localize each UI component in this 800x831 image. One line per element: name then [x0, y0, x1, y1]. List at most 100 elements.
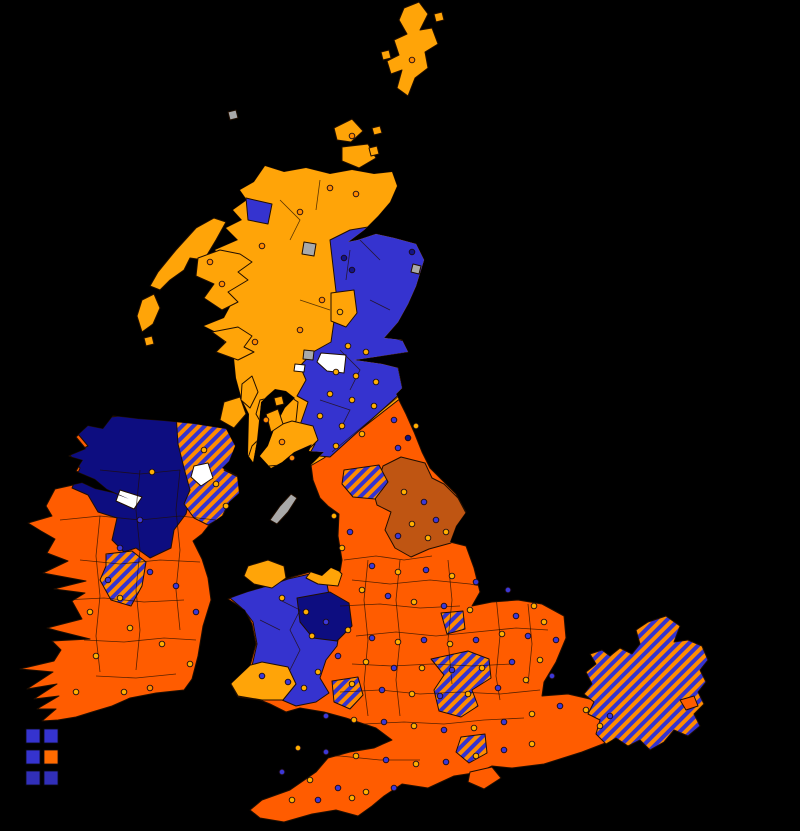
survey-dot	[432, 516, 440, 524]
survey-dot	[296, 326, 304, 334]
region-northants-hatched	[430, 650, 492, 718]
survey-dot	[358, 430, 366, 438]
legend-swatch-r2-c2	[43, 749, 59, 765]
survey-dot	[322, 712, 330, 720]
survey-dot	[504, 586, 512, 594]
island-lewis-harris	[149, 217, 227, 291]
survey-dot	[420, 636, 428, 644]
survey-dot	[472, 578, 480, 586]
survey-dot	[348, 396, 356, 404]
survey-dot	[466, 606, 474, 614]
county-border-lines	[259, 391, 405, 671]
survey-dot	[394, 444, 402, 452]
survey-dot	[362, 788, 370, 796]
survey-dot	[302, 608, 310, 616]
island-mull	[211, 326, 255, 361]
survey-dot	[382, 756, 390, 764]
region-aberdeen-grey	[410, 263, 422, 275]
island-islay	[219, 396, 247, 429]
survey-dot	[126, 624, 134, 632]
survey-dot	[288, 796, 296, 804]
survey-dot	[344, 626, 352, 634]
island-shetland-west	[380, 49, 392, 61]
survey-dot	[498, 630, 506, 638]
lake-lough-neagh	[190, 462, 214, 487]
survey-dot	[424, 534, 432, 542]
survey-dot	[326, 390, 334, 398]
survey-dot	[362, 658, 370, 666]
survey-dot	[400, 488, 408, 496]
region-monmouth-hatched	[331, 676, 364, 710]
inset-london-orange	[679, 695, 699, 711]
survey-dot	[368, 634, 376, 642]
survey-dot	[326, 184, 334, 192]
survey-dot	[348, 680, 356, 688]
survey-dot	[318, 296, 326, 304]
survey-dot	[148, 468, 156, 476]
survey-dot	[442, 758, 450, 766]
region-inverness-grey	[301, 241, 317, 257]
survey-dot	[394, 568, 402, 576]
survey-dot	[340, 254, 348, 262]
island-bute	[273, 395, 285, 407]
island-isle-of-wight	[467, 766, 502, 790]
region-cavan-hatched	[99, 550, 147, 607]
survey-dot	[536, 656, 544, 664]
legend-swatch-r1-c2	[43, 728, 59, 744]
survey-dot	[306, 776, 314, 784]
map-legend	[25, 728, 59, 786]
survey-dot	[418, 664, 426, 672]
island-anglesey	[243, 559, 287, 589]
island-arran	[265, 408, 284, 433]
survey-dot	[464, 690, 472, 698]
survey-dot	[348, 266, 356, 274]
island-isle-of-man	[269, 493, 298, 525]
survey-dot	[294, 744, 302, 752]
region-angus-amber	[330, 289, 358, 328]
survey-dot	[172, 582, 180, 590]
survey-dot	[258, 242, 266, 250]
legend-swatch-r3-c1	[25, 770, 41, 786]
survey-dot	[420, 498, 428, 506]
survey-dot	[322, 618, 330, 626]
survey-dot	[422, 566, 430, 574]
survey-dot	[186, 660, 194, 668]
survey-dot	[348, 132, 356, 140]
survey-dot	[296, 208, 304, 216]
survey-dot	[344, 342, 352, 350]
survey-dot	[158, 640, 166, 648]
region-rutland-hatched	[440, 610, 466, 635]
survey-dot	[338, 544, 346, 552]
survey-dot	[390, 664, 398, 672]
survey-dot	[446, 640, 454, 648]
survey-dot	[348, 794, 356, 802]
survey-dot	[251, 338, 259, 346]
survey-dot	[394, 638, 402, 646]
survey-dot	[470, 724, 478, 732]
survey-dot	[412, 422, 420, 430]
survey-dot	[116, 594, 124, 602]
survey-dot	[512, 612, 520, 620]
survey-dot	[136, 516, 144, 524]
survey-dot	[218, 280, 226, 288]
legend-swatch-r3-c2	[43, 770, 59, 786]
region-nw-sutherland-blue	[245, 197, 273, 225]
survey-dot	[352, 372, 360, 380]
survey-dot	[540, 618, 548, 626]
survey-dot	[472, 636, 480, 644]
survey-dots-layer	[72, 56, 614, 804]
island-shetland	[386, 1, 439, 97]
survey-dot	[582, 706, 590, 714]
survey-dot	[146, 684, 154, 692]
survey-dot	[440, 726, 448, 734]
region-glasgow-grey	[302, 349, 315, 361]
survey-dot	[336, 308, 344, 316]
region-westmorland-hatched	[341, 464, 389, 500]
county-border-lines	[95, 469, 181, 673]
survey-dot	[378, 686, 386, 694]
survey-dot	[362, 348, 370, 356]
survey-dot	[436, 692, 444, 700]
survey-dot	[200, 446, 208, 454]
